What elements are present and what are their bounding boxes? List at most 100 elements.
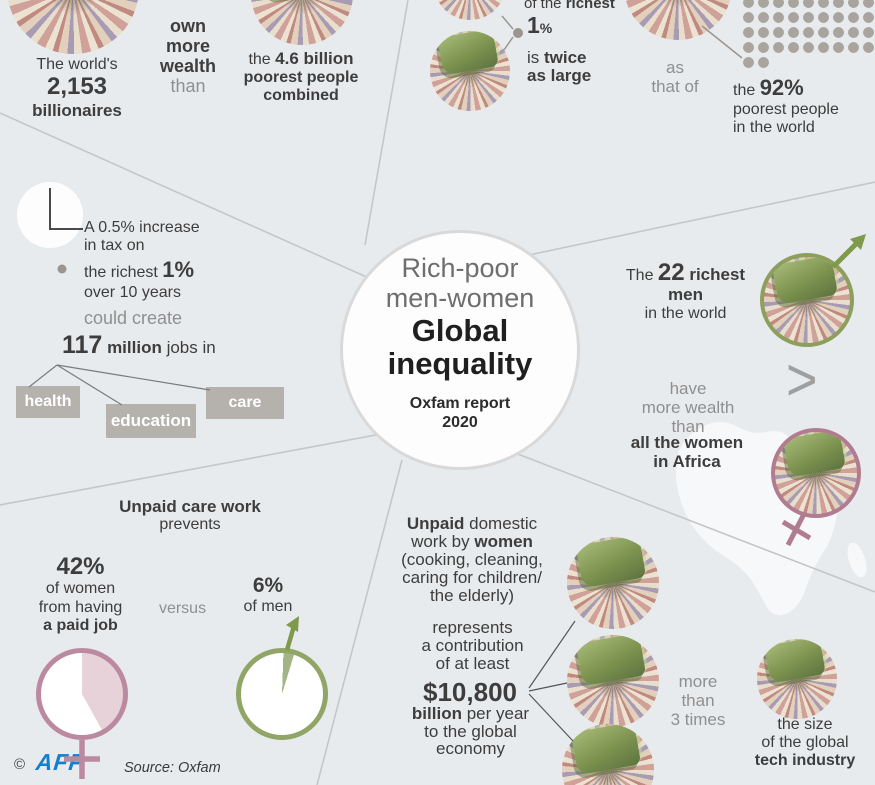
center-title-circle: Rich-poor men-women Global inequality Ox… xyxy=(340,230,580,470)
tax-line2: in tax on xyxy=(84,237,145,255)
in-the-world-words: in the world xyxy=(644,305,727,323)
poor-count: 4.6 billion xyxy=(275,49,354,68)
title-global: Global xyxy=(411,313,509,349)
amount-number: $10,800 xyxy=(423,677,517,707)
billionaires-lead: The world's xyxy=(36,56,118,73)
title-inequality: inequality xyxy=(387,346,533,382)
from-having-line: from having xyxy=(38,598,123,616)
population-dots-pair xyxy=(741,55,771,70)
is-twice-line: is twice xyxy=(527,48,591,67)
main-title: Global inequality xyxy=(343,315,577,381)
domestic-line5: the elderly) xyxy=(429,586,515,606)
men-women-line: men-women xyxy=(385,283,535,314)
richmen-line1: The 22 richest xyxy=(608,259,763,286)
more-line: more xyxy=(678,672,718,691)
afp-logo: AFP xyxy=(34,749,87,775)
jobs-text: 117 million jobs in xyxy=(62,331,216,359)
represents-line: represents xyxy=(432,618,513,637)
percent-sign: % xyxy=(539,20,553,36)
richmen-caption: The 22 richest men in the world xyxy=(608,259,763,323)
as-word: as xyxy=(666,58,684,77)
money-pile-icon xyxy=(562,724,654,785)
women-africa-caption: all the women in Africa xyxy=(612,433,762,471)
billionaires-count: 2,153 xyxy=(46,72,108,100)
education-box: education xyxy=(106,404,196,438)
tech-industry-caption: the size of the global tech industry xyxy=(745,716,865,770)
three-times-text: more than 3 times xyxy=(648,672,748,729)
female-symbol-icon xyxy=(781,512,812,547)
have-word: have xyxy=(669,379,707,398)
twice-as-large-text: is twice as large xyxy=(527,48,592,86)
money-pile-icon xyxy=(567,635,659,727)
madagascar-silhouette xyxy=(847,542,867,578)
one-percent-text: 1% xyxy=(527,12,553,39)
have-more-wealth-text: have more wealth than xyxy=(618,379,758,436)
bullet-dot-icon xyxy=(57,264,67,274)
of-women-line: of women xyxy=(45,580,116,598)
could-create-text: could create xyxy=(84,308,183,328)
connector-dot-icon xyxy=(513,28,523,38)
twice-word: twice xyxy=(544,48,587,67)
clock-face-icon xyxy=(17,182,83,248)
richest-connector xyxy=(501,15,514,51)
money-pile-icon xyxy=(7,0,139,54)
billion-line2: to the global xyxy=(424,721,517,741)
than-word: than xyxy=(671,417,705,437)
copyright-symbol: © xyxy=(14,756,26,773)
than-line: than xyxy=(681,691,715,711)
domestic-word: domestic xyxy=(464,514,538,533)
the-word: the xyxy=(248,51,276,68)
money-pile-icon xyxy=(251,0,353,45)
at-least-line: of at least xyxy=(435,654,510,674)
care-header-prevents: prevents xyxy=(159,516,221,534)
domestic-line2: work by women xyxy=(388,533,556,551)
money-pile-icon xyxy=(434,0,506,20)
p92-number: 92% xyxy=(759,75,804,100)
own-more-wealth-text: own more wealth than xyxy=(148,16,228,97)
poorest-line3: combined xyxy=(263,86,339,104)
tax-increase-text: A 0.5% increase in tax on xyxy=(84,219,200,256)
billion-line3: economy xyxy=(436,739,505,758)
contribution-line: a contribution xyxy=(421,636,524,656)
billion-line1: billion per year xyxy=(393,705,548,723)
rich-poor-line: Rich-poor xyxy=(401,253,519,283)
tech-industry-line: tech industry xyxy=(754,752,856,770)
wealth-word: wealth xyxy=(159,56,216,77)
divider-bottom xyxy=(316,459,403,785)
richest-1pct-text: the richest 1% xyxy=(84,257,194,283)
p92-line1: the 92% xyxy=(733,75,839,101)
men-word: men xyxy=(668,285,703,305)
male-clock-icon xyxy=(236,648,328,740)
domestic-line4: caring for children/ xyxy=(402,568,542,588)
source-text: Source: Oxfam xyxy=(124,760,221,776)
population-dots-grid xyxy=(741,0,875,55)
million-word: million xyxy=(102,338,162,357)
that-of-words: that of xyxy=(651,77,699,97)
as-large-line: as large xyxy=(527,66,592,86)
poorest-combined-caption: the 4.6 billion poorest people combined xyxy=(238,49,364,105)
billionaires-label: billionaires xyxy=(32,100,122,120)
women-percent: 42% xyxy=(56,553,105,580)
divider-top xyxy=(364,0,409,246)
contribution-text: represents a contribution of at least xyxy=(400,618,545,674)
than-word: than xyxy=(170,76,206,97)
poorest-line2: poorest people xyxy=(243,68,359,86)
of-the-word: of the xyxy=(524,0,566,12)
male-arrow-icon xyxy=(831,234,866,269)
domestic-line3: (cooking, cleaning, xyxy=(401,550,543,570)
care-header: Unpaid care work prevents xyxy=(95,497,285,534)
own-word: own xyxy=(170,16,206,36)
divider-left xyxy=(0,431,393,506)
per-year-words: per year xyxy=(461,704,530,723)
women-42-caption: 42% of women from having a paid job xyxy=(18,553,143,635)
money-pile-icon xyxy=(430,31,510,111)
jobs-number: 117 xyxy=(62,331,103,359)
more-wealth-words: more wealth xyxy=(641,398,735,418)
money-male-icon xyxy=(760,253,854,347)
men-6-caption: 6% of men xyxy=(228,574,308,615)
is-word: is xyxy=(527,48,544,67)
health-box: health xyxy=(16,386,80,418)
paid-job-line: a paid job xyxy=(43,616,118,634)
unpaid-word: Unpaid xyxy=(406,514,465,533)
